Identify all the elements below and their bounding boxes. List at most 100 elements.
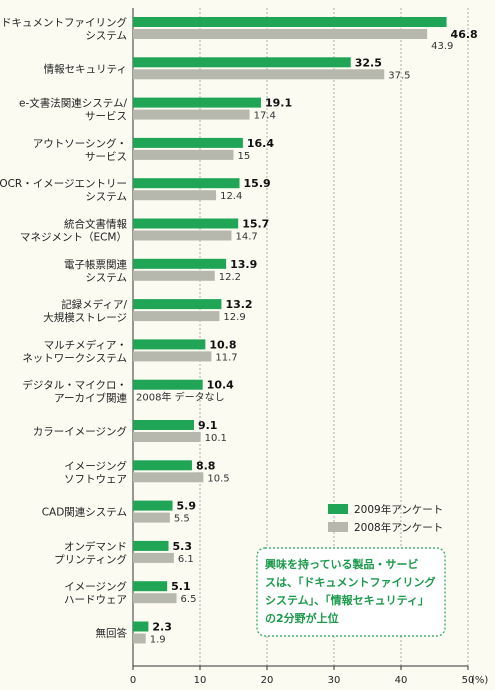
bar-2009-9 [133, 379, 203, 390]
value-label-2008-7: 12.9 [223, 312, 245, 323]
bar-2009-8 [133, 339, 206, 350]
bar-2009-14 [133, 581, 168, 592]
value-label-2009-5: 15.7 [242, 218, 269, 231]
category-label-4-line-1: システム [85, 191, 127, 203]
bar-2009-4 [133, 178, 240, 189]
value-label-2009-0: 46.8 [451, 28, 478, 41]
bar-2009-15 [133, 621, 149, 632]
category-label-7-line-1: 大規模ストレージ [43, 311, 127, 324]
x-tick-label-3: 30 [328, 675, 341, 686]
value-label-2009-8: 10.8 [209, 338, 236, 351]
x-tick-label-1: 10 [194, 675, 207, 686]
value-label-2008-6: 12.2 [219, 272, 241, 283]
bar-2009-10 [133, 420, 194, 430]
value-label-2008-0: 43.9 [431, 41, 453, 52]
value-label-2008-8: 11.7 [215, 352, 237, 363]
value-label-2009-1: 32.5 [355, 56, 382, 69]
value-label-2009-12: 5.9 [177, 500, 197, 513]
category-label-2-line-0: e-文書法関連システム/ [19, 97, 127, 110]
value-label-2008-14: 6.5 [181, 594, 197, 605]
value-label-2009-3: 16.4 [247, 137, 274, 150]
category-label-11-line-1: ソフトウェア [64, 473, 127, 485]
category-label-8-line-0: マルチメディア・ [44, 338, 127, 351]
category-label-1: 情報セキュリティ [44, 62, 127, 75]
bar-2008-7 [133, 311, 220, 322]
category-label-5-line-1: マネジメント（ECM） [20, 232, 127, 244]
bar-2008-6 [133, 270, 215, 281]
value-label-2008-2: 17.4 [254, 111, 276, 122]
bar-2009-6 [133, 258, 227, 269]
bar-2009-0 [133, 17, 447, 27]
category-label-13-line-0: オンデマンド [64, 540, 127, 553]
category-label-14-line-1: ハードウェア [64, 594, 127, 606]
value-label-2008-12: 5.5 [174, 514, 190, 525]
legend-swatch-2008 [328, 522, 348, 532]
category-label-9-line-0: デジタル・マイクロ・ [22, 379, 127, 392]
x-tick-label-4: 40 [395, 675, 408, 686]
bar-2009-1 [133, 57, 351, 68]
legend-label-2009: 2009年アンケート [354, 503, 443, 516]
bar-2009-5 [133, 218, 239, 229]
category-label-0-line-0: ドキュメントファイリング [1, 16, 127, 29]
value-label-2008-4: 12.4 [220, 191, 242, 202]
bar-2009-3 [133, 137, 243, 148]
category-label-12: CAD関連システム [42, 506, 127, 519]
value-label-2009-11: 8.8 [196, 459, 216, 472]
value-label-2009-4: 15.9 [244, 177, 271, 190]
value-label-2009-2: 19.1 [265, 97, 292, 110]
bar-2008-3 [133, 149, 234, 160]
value-label-2009-13: 5.3 [173, 540, 193, 553]
bar-2009-12 [133, 500, 173, 511]
category-label-2-line-1: サービス [85, 111, 127, 123]
legend-label-2008: 2008年アンケート [354, 521, 443, 534]
category-label-6-line-1: システム [85, 272, 127, 284]
bar-2008-1 [133, 69, 385, 80]
bar-2009-7 [133, 299, 222, 310]
category-label-13-line-1: プリンティング [54, 553, 127, 566]
value-label-2008-5: 14.7 [235, 232, 257, 243]
bar-2008-12 [133, 512, 170, 523]
category-label-3-line-0: アウトソーシング・ [33, 137, 127, 150]
category-label-6-line-0: 電子帳票関連 [64, 258, 127, 271]
category-label-3-line-1: サービス [85, 151, 127, 163]
no-data-label-9: 2008年 データなし [136, 391, 225, 404]
value-label-2009-6: 13.9 [230, 258, 257, 271]
value-label-2008-1: 37.5 [388, 70, 410, 81]
category-label-10: カラーイメージング [33, 425, 128, 438]
value-label-2009-9: 10.4 [207, 379, 234, 392]
bar-2008-8 [133, 351, 212, 362]
annotation-box [256, 547, 446, 637]
value-label-2008-3: 15 [238, 151, 251, 162]
value-label-2009-10: 9.1 [198, 419, 218, 432]
bar-2008-14 [133, 593, 177, 604]
x-tick-label-2: 20 [261, 675, 274, 686]
annotation-line-3: の2分野が上位 [265, 611, 339, 625]
bar-2008-5 [133, 230, 232, 241]
value-label-2008-13: 6.1 [178, 554, 194, 565]
category-label-14-line-0: イメージング [64, 580, 127, 593]
bar-2008-11 [133, 472, 204, 483]
value-label-2008-15: 1.9 [150, 635, 166, 646]
value-label-2008-11: 10.5 [207, 473, 229, 484]
x-tick-label-0: 0 [130, 675, 136, 686]
bar-2009-2 [133, 97, 261, 108]
value-label-2008-10: 10.1 [205, 433, 227, 444]
category-label-5-line-0: 統合文書情報 [64, 218, 127, 231]
annotation-line-0: 興味を持っている製品・サービ [265, 557, 418, 571]
bar-2009-11 [133, 460, 192, 471]
category-label-7-line-0: 記録メディア/ [61, 298, 127, 311]
category-label-9-line-1: アーカイブ関連 [54, 392, 127, 405]
x-unit-label: (%) [471, 675, 488, 686]
category-label-8-line-1: ネットワークシステム [22, 352, 127, 364]
annotation-line-1: スは、「ドキュメントファイリング [265, 575, 436, 589]
annotation-line-2: システム」、「情報セキュリティ」 [265, 593, 429, 607]
category-label-4-line-0: OCR・イメージエントリー [0, 178, 127, 190]
bar-2008-10 [133, 432, 201, 442]
bar-2008-0 [133, 29, 428, 39]
legend-swatch-2009 [328, 504, 348, 514]
category-label-11-line-0: イメージング [64, 459, 127, 472]
bar-2008-4 [133, 190, 217, 201]
bar-2008-2 [133, 109, 250, 120]
